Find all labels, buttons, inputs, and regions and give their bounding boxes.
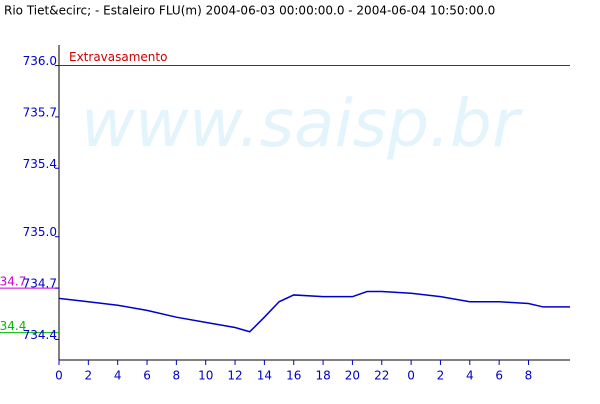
x-tick-label: 0 [55, 369, 63, 383]
chart-title: Rio Tiet&ecirc; - Estaleiro FLU(m) 2004-… [4, 4, 495, 18]
x-tick-label: 10 [198, 369, 213, 383]
watermark: www.saisp.br [81, 85, 523, 162]
x-tick-label: 18 [315, 369, 330, 383]
y-tick-label: 735.4 [23, 157, 57, 171]
reference-label: 734.7 [0, 275, 26, 289]
x-tick-label: 22 [374, 369, 389, 383]
x-tick-label: 6 [495, 369, 503, 383]
y-tick-label: 734.4 [23, 328, 57, 342]
x-tick-label: 4 [114, 369, 122, 383]
y-tick-label: 735.0 [23, 225, 57, 239]
x-tick-label: 2 [437, 369, 445, 383]
y-tick-label: 735.7 [23, 105, 57, 119]
x-tick-label: 2 [85, 369, 93, 383]
y-tick-label: 734.7 [23, 277, 57, 291]
series-line [58, 290, 570, 333]
y-tick-label: 736.0 [23, 54, 57, 68]
x-tick-label: 6 [143, 369, 151, 383]
reference-label: Extravasamento [69, 50, 167, 64]
x-tick-label: 8 [173, 369, 181, 383]
x-tick-label: 14 [257, 369, 272, 383]
x-tick-label: 20 [345, 369, 360, 383]
x-tick-label: 4 [466, 369, 474, 383]
x-tick-label: 8 [525, 369, 533, 383]
x-tick-label: 16 [286, 369, 301, 383]
reference-label: 734.4 [0, 319, 26, 333]
x-tick-label: 12 [227, 369, 242, 383]
x-tick-label: 0 [407, 369, 415, 383]
